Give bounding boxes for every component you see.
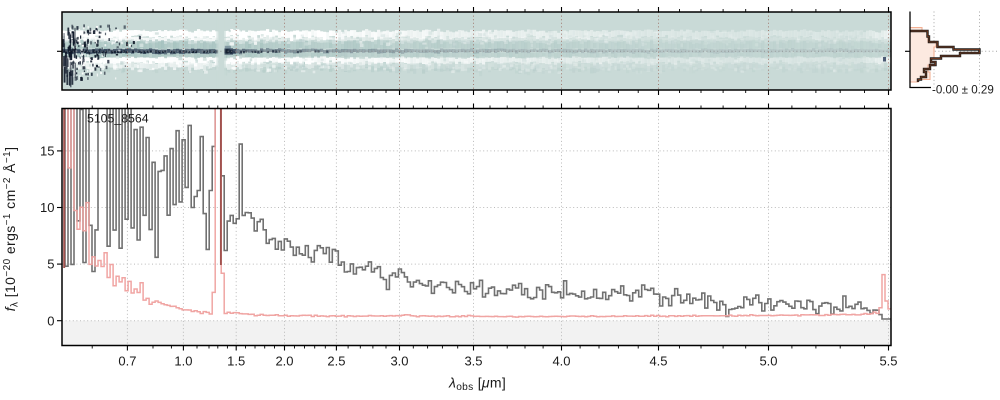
svg-text:4.5: 4.5 [649, 354, 667, 369]
svg-text:2.0: 2.0 [275, 354, 293, 369]
svg-text:0.7: 0.7 [118, 354, 136, 369]
svg-text:3.5: 3.5 [464, 354, 482, 369]
svg-text:5.5: 5.5 [879, 354, 897, 369]
svg-text:fλ [10−20 ergs−1 cm−2 Å−1]: fλ [10−20 ergs−1 cm−2 Å−1] [2, 147, 21, 312]
svg-text:4.0: 4.0 [552, 354, 570, 369]
svg-text:0: 0 [47, 313, 54, 328]
svg-text:-0.00 ± 0.29: -0.00 ± 0.29 [932, 84, 994, 97]
svg-text:λobs [μm]: λobs [μm] [448, 375, 506, 394]
svg-text:10: 10 [40, 200, 54, 215]
svg-text:5: 5 [47, 257, 54, 272]
svg-text:5105_8564: 5105_8564 [87, 112, 149, 126]
svg-text:1.5: 1.5 [227, 354, 245, 369]
svg-text:15: 15 [40, 144, 54, 159]
svg-text:5.0: 5.0 [759, 354, 777, 369]
svg-text:3.0: 3.0 [390, 354, 408, 369]
svg-text:1.0: 1.0 [174, 354, 192, 369]
svg-text:2.5: 2.5 [327, 354, 345, 369]
